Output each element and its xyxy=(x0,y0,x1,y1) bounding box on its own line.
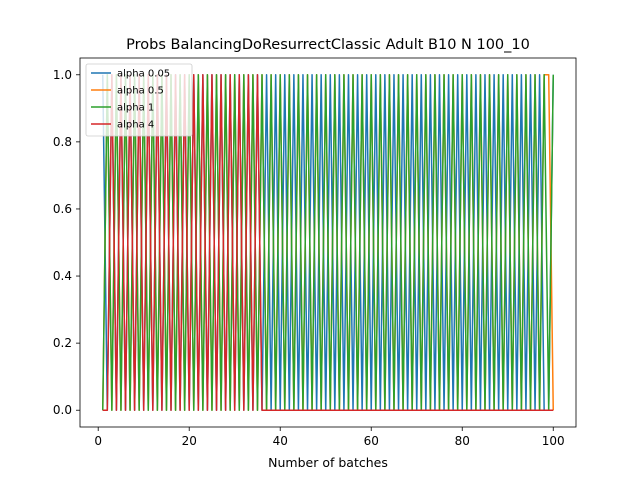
x-tick-label: 20 xyxy=(182,434,197,448)
x-tick-label: 100 xyxy=(542,434,565,448)
legend: alpha 0.05 alpha 0.5 alpha 1 alpha 4 xyxy=(85,63,193,137)
series-layer xyxy=(102,74,554,411)
x-tick-label: 40 xyxy=(273,434,288,448)
chart-title: Probs BalancingDoResurrectClassic Adult … xyxy=(126,37,530,53)
legend-label: alpha 0.5 xyxy=(117,86,164,97)
y-tick-label: 0.6 xyxy=(53,202,72,216)
y-tick-label: 0.4 xyxy=(53,269,72,283)
legend-box xyxy=(85,63,193,137)
x-tick-label: 0 xyxy=(94,434,102,448)
series-line-4 xyxy=(102,74,554,411)
x-tick-label: 60 xyxy=(364,434,379,448)
legend-label: alpha 1 xyxy=(117,103,154,114)
x-axis-label: Number of batches xyxy=(268,455,388,470)
axes-layer: 0 20 40 60 80 100 0.0 0.2 0.4 0.6 0.8 1.0 xyxy=(53,57,577,448)
x-tick-label: 80 xyxy=(455,434,470,448)
y-tick-label: 1.0 xyxy=(53,68,72,82)
y-tick-label: 0.0 xyxy=(53,403,72,417)
plot-frame xyxy=(79,57,577,428)
y-tick-label: 0.2 xyxy=(53,336,72,350)
legend-label: alpha 0.05 xyxy=(117,69,170,80)
y-tick-label: 0.8 xyxy=(53,135,72,149)
legend-label: alpha 4 xyxy=(117,120,154,131)
